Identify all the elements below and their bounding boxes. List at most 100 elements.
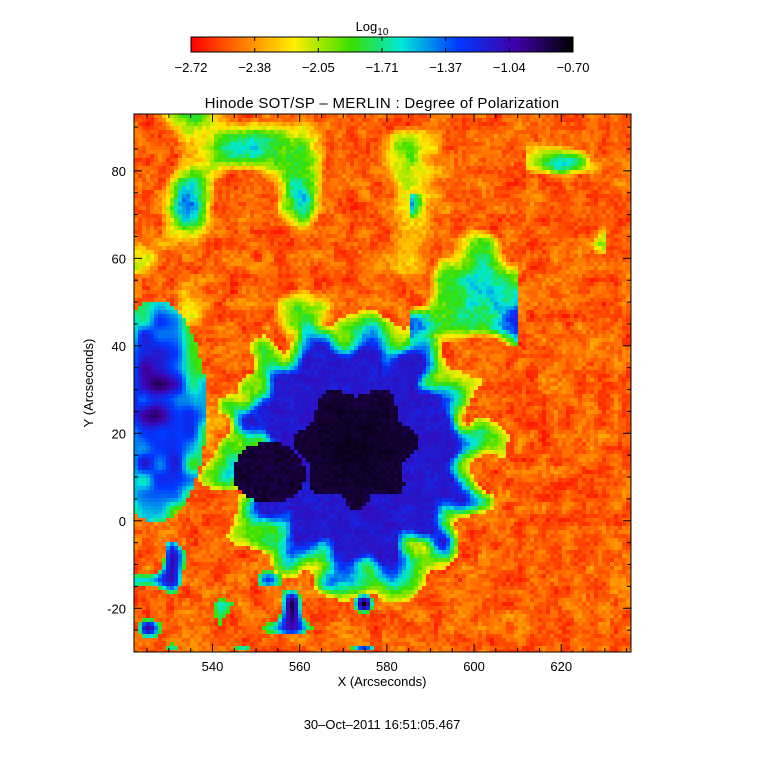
heatmap-cell — [322, 170, 326, 174]
heatmap-cell — [346, 266, 350, 270]
heatmap-cell — [426, 210, 430, 214]
heatmap-cell — [222, 210, 226, 214]
heatmap-cell — [174, 202, 178, 206]
heatmap-cell — [458, 154, 462, 158]
heatmap-cell — [374, 258, 378, 262]
heatmap-cell — [390, 118, 394, 122]
heatmap-cell — [610, 190, 614, 194]
heatmap-cell — [542, 254, 546, 258]
heatmap-cell — [438, 222, 442, 226]
heatmap-cell — [170, 174, 174, 178]
heatmap-cell — [402, 242, 406, 246]
heatmap-cell — [294, 254, 298, 258]
heatmap-cell — [198, 142, 202, 146]
heatmap-cell — [466, 146, 470, 150]
heatmap-cell — [150, 154, 154, 158]
heatmap-cell — [570, 138, 574, 142]
heatmap-cell — [454, 214, 458, 218]
heatmap-cell — [410, 134, 414, 138]
heatmap-cell — [358, 162, 362, 166]
heatmap-cell — [182, 190, 186, 194]
heatmap-cell — [422, 170, 426, 174]
heatmap-cell — [626, 190, 630, 194]
heatmap-cell — [458, 190, 462, 194]
heatmap-cell — [290, 182, 294, 186]
heatmap-cell — [186, 134, 190, 138]
heatmap-cell — [614, 214, 618, 218]
heatmap-cell — [618, 142, 622, 146]
heatmap-cell — [234, 226, 238, 230]
heatmap-cell — [370, 266, 374, 270]
heatmap-cell — [506, 134, 510, 138]
heatmap-cell — [222, 226, 226, 230]
heatmap-cell — [138, 246, 142, 250]
heatmap-cell — [270, 174, 274, 178]
heatmap-cell — [446, 186, 450, 190]
heatmap-cell — [306, 210, 310, 214]
heatmap-cell — [350, 150, 354, 154]
heatmap-cell — [610, 150, 614, 154]
heatmap-cell — [422, 178, 426, 182]
heatmap-cell — [230, 234, 234, 238]
heatmap-cell — [238, 270, 242, 274]
heatmap-cell — [618, 202, 622, 206]
heatmap-cell — [170, 170, 174, 174]
heatmap-cell — [338, 266, 342, 270]
heatmap-cell — [362, 142, 366, 146]
heatmap-cell — [462, 130, 466, 134]
heatmap-cell — [550, 238, 554, 242]
heatmap-cell — [454, 194, 458, 198]
heatmap-cell — [198, 238, 202, 242]
heatmap-cell — [274, 174, 278, 178]
heatmap-cell — [282, 218, 286, 222]
heatmap-cell — [282, 126, 286, 130]
heatmap-cell — [134, 178, 138, 182]
heatmap-cell — [586, 122, 590, 126]
heatmap-cell — [570, 166, 574, 170]
heatmap-cell — [530, 134, 534, 138]
heatmap-cell — [234, 162, 238, 166]
heatmap-cell — [270, 234, 274, 238]
heatmap-cell — [190, 210, 194, 214]
heatmap-cell — [306, 150, 310, 154]
heatmap-cell — [302, 118, 306, 122]
heatmap-cell — [302, 270, 306, 274]
heatmap-cell — [370, 118, 374, 122]
heatmap-cell — [374, 130, 378, 134]
heatmap-cell — [478, 214, 482, 218]
heatmap-cell — [386, 130, 390, 134]
heatmap-cell — [302, 134, 306, 138]
heatmap-cell — [574, 206, 578, 210]
heatmap-cell — [206, 146, 210, 150]
heatmap-cell — [158, 270, 162, 274]
heatmap-cell — [206, 182, 210, 186]
heatmap-cell — [242, 130, 246, 134]
heatmap-cell — [246, 194, 250, 198]
heatmap-cell — [494, 142, 498, 146]
heatmap-cell — [358, 270, 362, 274]
heatmap-cell — [206, 210, 210, 214]
heatmap-cell — [286, 254, 290, 258]
heatmap-cell — [170, 222, 174, 226]
heatmap-cell — [546, 254, 550, 258]
heatmap-cell — [414, 194, 418, 198]
heatmap-cell — [458, 166, 462, 170]
heatmap-cell — [134, 114, 138, 118]
heatmap-cell — [138, 142, 142, 146]
heatmap-cell — [522, 154, 526, 158]
heatmap-cell — [578, 250, 582, 254]
heatmap-cell — [314, 182, 318, 186]
heatmap-cell — [186, 130, 190, 134]
heatmap-cell — [474, 146, 478, 150]
heatmap-cell — [238, 182, 242, 186]
heatmap-cell — [526, 238, 530, 242]
heatmap-cell — [454, 138, 458, 142]
heatmap-cell — [510, 222, 514, 226]
heatmap-cell — [178, 142, 182, 146]
heatmap-cell — [142, 118, 146, 122]
heatmap-cell — [234, 210, 238, 214]
heatmap-cell — [146, 118, 150, 122]
heatmap-cell — [578, 146, 582, 150]
heatmap-cell — [338, 214, 342, 218]
heatmap-cell — [606, 222, 610, 226]
